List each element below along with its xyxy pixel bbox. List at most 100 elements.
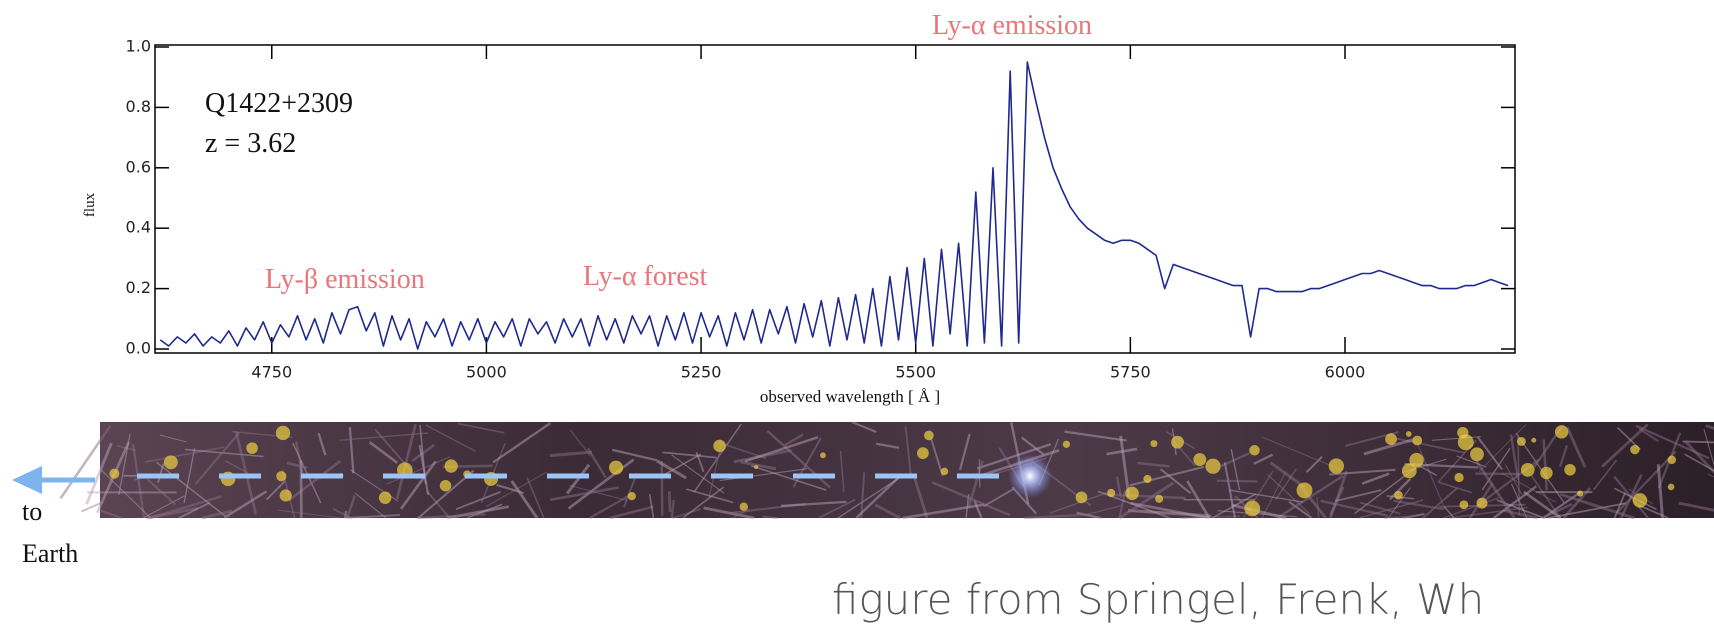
halo <box>1554 425 1569 439</box>
halo <box>1630 444 1640 455</box>
filament <box>526 477 545 519</box>
filament <box>144 446 225 463</box>
filament <box>732 508 750 519</box>
filament <box>1475 460 1516 519</box>
filament <box>904 426 912 478</box>
filament <box>1402 512 1425 519</box>
filament <box>740 460 777 471</box>
y-tick-label: 0.8 <box>126 97 151 116</box>
filament <box>1422 486 1459 519</box>
halo <box>109 468 120 479</box>
halo <box>1632 493 1648 508</box>
filament <box>550 486 619 502</box>
filament <box>417 513 486 520</box>
filament <box>839 450 845 492</box>
filament <box>1335 489 1382 502</box>
halo <box>608 460 624 475</box>
filament <box>660 461 664 516</box>
halo <box>1457 434 1474 451</box>
filament <box>1329 470 1348 519</box>
filament <box>1137 461 1170 468</box>
filament <box>902 503 985 520</box>
filament <box>492 422 552 464</box>
filament <box>874 503 901 520</box>
filament <box>751 465 827 491</box>
filament <box>1501 472 1557 503</box>
filament <box>1478 424 1527 473</box>
filament <box>1129 465 1205 487</box>
halo <box>1244 500 1261 517</box>
filament <box>958 433 971 471</box>
filament <box>672 508 701 519</box>
simulation-image <box>59 421 1714 520</box>
filament <box>1456 455 1487 468</box>
filament <box>157 463 165 483</box>
filament <box>1118 481 1175 520</box>
filament <box>1267 473 1311 515</box>
filament <box>510 480 539 519</box>
filament <box>851 421 877 433</box>
credit: figure from Springel, Frenk, Wh <box>832 575 1484 624</box>
filament <box>1261 471 1287 519</box>
filament <box>662 453 702 477</box>
halo <box>1401 463 1417 479</box>
filament <box>395 423 417 500</box>
halo <box>1150 440 1158 448</box>
filament <box>1615 450 1677 514</box>
halo <box>1470 447 1484 462</box>
x-axis-label: observed wavelength [ Å ] <box>760 387 940 406</box>
filament <box>1361 472 1390 485</box>
filament <box>286 461 308 470</box>
halo <box>1249 445 1260 456</box>
filament <box>976 443 1052 470</box>
halo <box>1516 436 1526 446</box>
filament <box>292 442 322 504</box>
halo <box>1205 458 1221 474</box>
filament <box>744 435 819 463</box>
filament <box>417 469 475 519</box>
halo <box>940 467 949 476</box>
halo <box>378 491 392 505</box>
halo <box>1143 474 1152 484</box>
filament <box>1087 505 1121 515</box>
filament <box>496 483 524 495</box>
plot: 0.0 0.2 0.4 0.6 0.8 1.0 4750 5000 5250 5500 5750 60… <box>126 37 1516 382</box>
filament <box>1565 426 1587 469</box>
filament <box>703 506 755 520</box>
filament <box>146 506 199 520</box>
filament <box>1678 501 1714 512</box>
filament <box>1130 501 1210 520</box>
halo <box>1412 435 1423 446</box>
filament <box>1703 429 1714 467</box>
halo <box>1667 483 1675 491</box>
halo <box>276 471 287 482</box>
filament <box>792 437 822 488</box>
halo <box>1062 440 1071 448</box>
filament <box>1523 490 1562 520</box>
halo <box>1457 426 1469 439</box>
x-tick-label: 5250 <box>681 363 722 382</box>
filament <box>589 493 633 519</box>
filament <box>1106 447 1138 456</box>
filament <box>1024 513 1091 520</box>
arrow-head <box>12 466 42 494</box>
halo <box>1328 458 1345 474</box>
filament <box>930 437 944 477</box>
filament <box>455 491 501 511</box>
filament <box>1320 499 1389 517</box>
filament <box>1107 493 1186 500</box>
halo <box>924 430 934 441</box>
filament <box>818 498 856 519</box>
filament <box>146 478 177 506</box>
x-tick-label: 5500 <box>895 363 936 382</box>
halo <box>754 464 759 470</box>
filament <box>386 456 451 485</box>
quasar <box>1008 454 1052 498</box>
filament <box>1492 485 1538 519</box>
halo <box>1577 490 1584 497</box>
filament <box>931 481 1011 517</box>
filament <box>1476 436 1503 471</box>
y-tick-label: 1.0 <box>126 37 151 56</box>
filament <box>159 434 187 443</box>
y-axis-label: flux <box>82 192 98 217</box>
